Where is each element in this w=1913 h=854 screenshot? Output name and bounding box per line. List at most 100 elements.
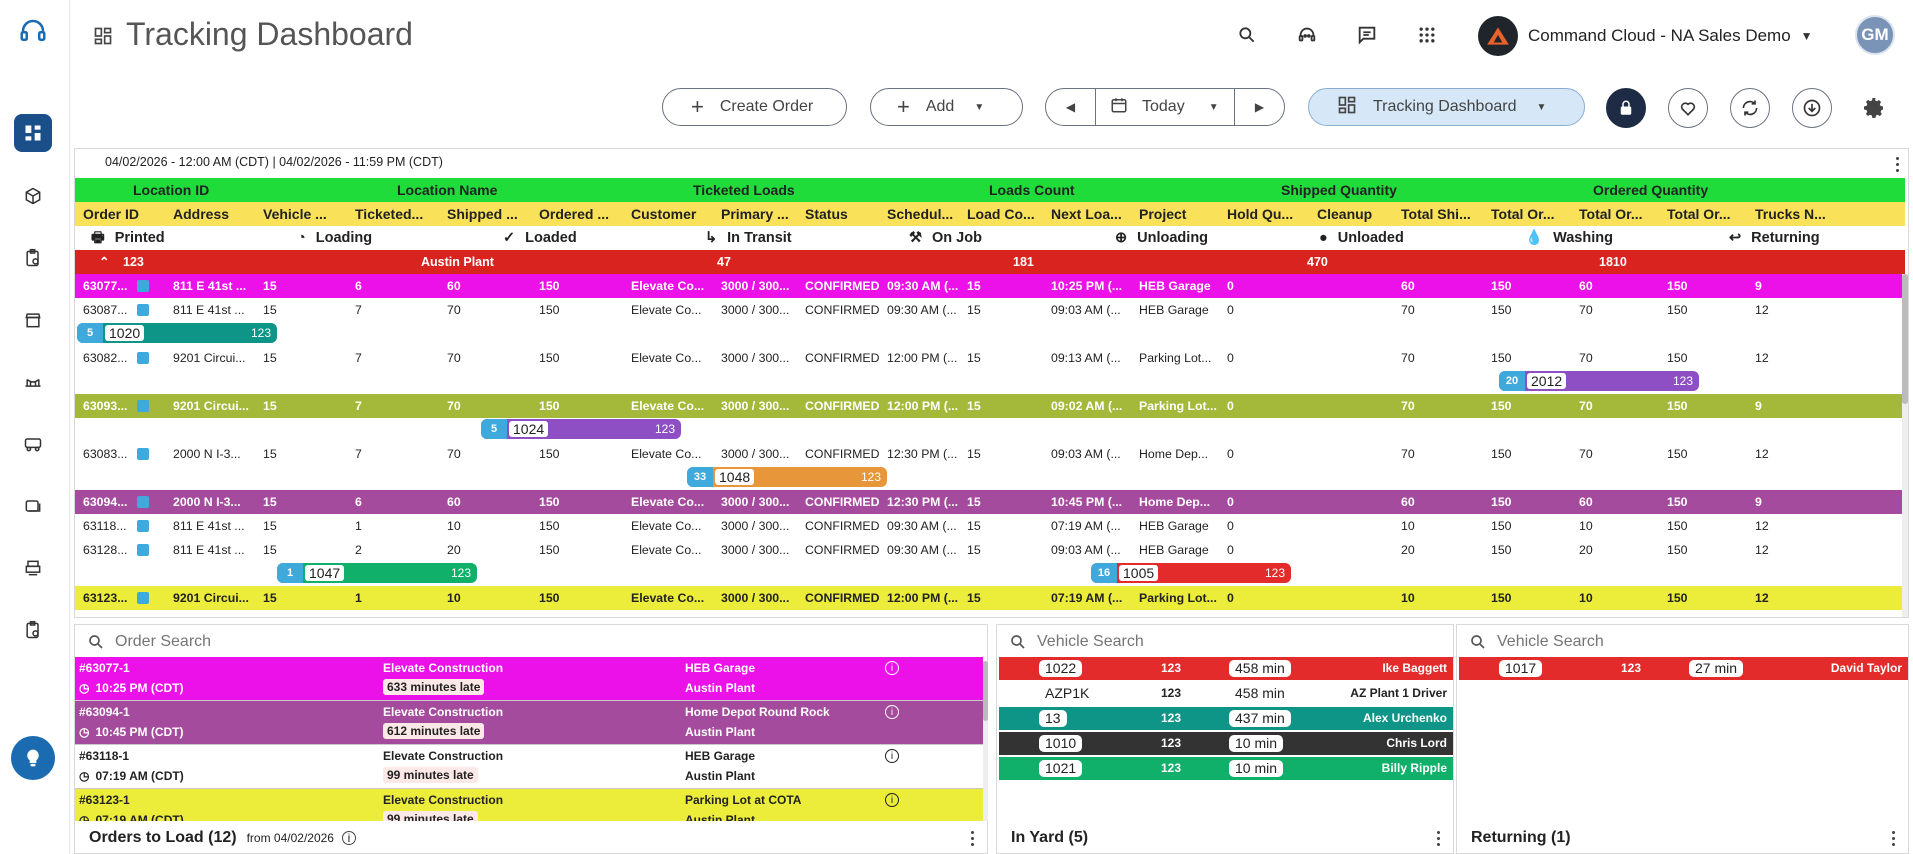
dashboard-nav-icon[interactable] — [14, 114, 52, 152]
group-header[interactable]: Location ID — [133, 182, 210, 198]
grid-menu-icon[interactable] — [1896, 157, 1900, 173]
ticket-doc-icon[interactable] — [137, 304, 149, 316]
vehicle-chip[interactable]: 5 1020 123 — [77, 323, 277, 343]
vehicle-chip[interactable]: 16 1005 123 — [1091, 563, 1291, 583]
prev-date-button[interactable]: ◀ — [1046, 89, 1096, 125]
vehicle-row[interactable]: AZP1K 123 458 min AZ Plant 1 Driver — [999, 682, 1453, 705]
store-nav-icon[interactable] — [14, 301, 52, 339]
printer-nav-icon[interactable] — [14, 549, 52, 587]
info-icon[interactable]: i — [885, 705, 899, 719]
info-icon[interactable]: i — [885, 661, 899, 675]
lightbulb-icon[interactable] — [11, 736, 55, 780]
column-header[interactable]: Order ID — [83, 206, 140, 222]
yard-search-input[interactable] — [1037, 633, 1337, 651]
column-header[interactable]: Load Co... — [967, 206, 1035, 222]
refresh-button[interactable] — [1730, 88, 1770, 128]
order-card[interactable]: #63094-1 ◷ 10:45 PM (CDT) Elevate Construct… — [75, 701, 983, 745]
order-card[interactable]: #63123-1 ◷ 07:19 AM (CDT) Elevate Construct… — [75, 789, 983, 821]
column-header[interactable]: Total Or... — [1667, 206, 1731, 222]
grid-scrollbar[interactable] — [1902, 274, 1908, 617]
orders-menu-icon[interactable] — [971, 831, 975, 847]
date-select[interactable]: Today — [1142, 98, 1185, 115]
returning-vehicle-search[interactable] — [1469, 633, 1797, 651]
vehicle-row[interactable]: 1021 123 10 min Billy Ripple — [999, 757, 1453, 780]
info-icon[interactable]: i — [885, 793, 899, 807]
info-icon[interactable]: i — [341, 831, 356, 845]
ticket-doc-icon[interactable] — [137, 544, 149, 556]
order-card[interactable]: #63118-1 ◷ 07:19 AM (CDT) Elevate Construct… — [75, 745, 983, 789]
returning-search-input[interactable] — [1497, 633, 1797, 651]
column-header[interactable]: Address — [173, 206, 230, 222]
yard-menu-icon[interactable] — [1437, 831, 1441, 847]
media-nav-icon[interactable] — [14, 487, 52, 525]
headset-logo-icon[interactable] — [14, 12, 52, 50]
group-header[interactable]: Loads Count — [989, 182, 1075, 198]
order-row[interactable]: 63118... 811 E 41st ... 15 1 10 150 Elevate Co… — [75, 514, 1905, 538]
favorite-button[interactable] — [1668, 88, 1708, 128]
column-header[interactable]: Primary ... — [721, 206, 789, 222]
ticket-doc-icon[interactable] — [137, 448, 149, 460]
collapse-chevron-icon[interactable]: ⌃ — [99, 255, 110, 269]
column-header[interactable]: Cleanup — [1317, 206, 1373, 222]
org-switcher[interactable]: Command Cloud - NA Sales Demo ▼ — [1478, 16, 1813, 56]
next-date-button[interactable]: ▶ — [1234, 89, 1284, 125]
column-header[interactable]: Total Or... — [1491, 206, 1555, 222]
avatar[interactable]: GM — [1855, 15, 1895, 55]
order-row[interactable]: 63077... 811 E 41st ... 15 6 60 150 Elevate Co… — [75, 274, 1905, 298]
order-row[interactable]: 63128... 811 E 41st ... 15 2 20 150 Elevate Co… — [75, 538, 1905, 562]
ticket-doc-icon[interactable] — [137, 520, 149, 532]
column-header[interactable]: Customer — [631, 206, 697, 222]
group-header[interactable]: Ticketed Loads — [693, 182, 795, 198]
add-button[interactable]: + Add ▼ — [870, 88, 1023, 126]
order-row[interactable]: 63082... 9201 Circui... 15 7 70 150 Elevate Co… — [75, 346, 1905, 370]
orders-scrollbar[interactable] — [983, 661, 988, 821]
group-header[interactable]: Ordered Quantity — [1593, 182, 1709, 198]
order-search[interactable] — [87, 633, 615, 651]
download-button[interactable] — [1792, 88, 1832, 128]
order-row[interactable]: 63123... 9201 Circui... 15 1 10 150 Elevate Co… — [75, 586, 1905, 610]
vehicle-chip[interactable]: 5 1024 123 — [481, 419, 681, 439]
column-header[interactable]: Next Loa... — [1051, 206, 1122, 222]
column-header[interactable]: Project — [1139, 206, 1187, 222]
ticket-doc-icon[interactable] — [137, 352, 149, 364]
column-header[interactable]: Trucks N... — [1755, 206, 1826, 222]
column-header[interactable]: Ticketed... — [355, 206, 424, 222]
vehicle-row[interactable]: 13 123 437 min Alex Urchenko — [999, 707, 1453, 730]
ticket-doc-icon[interactable] — [137, 496, 149, 508]
column-header[interactable]: Total Or... — [1579, 206, 1643, 222]
chat-icon[interactable] — [1354, 22, 1380, 48]
vehicle-chip[interactable]: 20 2012 123 — [1499, 371, 1699, 391]
order-card[interactable]: #63077-1 ◷ 10:25 PM (CDT) Elevate Construct… — [75, 657, 983, 701]
info-icon[interactable]: i — [885, 749, 899, 763]
vehicle-row[interactable]: 1022 123 458 min Ike Baggett — [999, 657, 1453, 680]
settings-gear-icon[interactable] — [1862, 96, 1886, 125]
order-row[interactable]: 63087... 811 E 41st ... 15 7 70 150 Elevate Co… — [75, 298, 1905, 322]
order-search-input[interactable] — [115, 633, 615, 651]
lock-button[interactable] — [1606, 88, 1646, 128]
column-header[interactable]: Ordered ... — [539, 206, 610, 222]
search-icon[interactable] — [1234, 22, 1260, 48]
column-header[interactable]: Total Shi... — [1401, 206, 1471, 222]
view-select[interactable]: Tracking Dashboard ▼ — [1308, 88, 1585, 126]
create-order-button[interactable]: + Create Order — [662, 88, 847, 126]
vehicle-chip[interactable]: 1 1047 123 — [277, 563, 477, 583]
plant-group-row[interactable]: ⌃ 123 Austin Plant 47 181 470 1810 — [75, 250, 1905, 274]
cube-nav-icon[interactable] — [14, 177, 52, 215]
column-header[interactable]: Schedul... — [887, 206, 954, 222]
clipboard-nav-icon[interactable] — [14, 611, 52, 649]
column-header[interactable]: Shipped ... — [447, 206, 518, 222]
column-header[interactable]: Status — [805, 206, 848, 222]
order-row[interactable]: 63093... 9201 Circui... 15 7 70 150 Elevate Co… — [75, 394, 1905, 418]
column-header[interactable]: Vehicle ... — [263, 206, 327, 222]
ticket-doc-icon[interactable] — [137, 400, 149, 412]
column-header[interactable]: Hold Qu... — [1227, 206, 1294, 222]
returning-menu-icon[interactable] — [1892, 831, 1896, 847]
support-agent-icon[interactable] — [1294, 22, 1320, 48]
truck-nav-icon[interactable] — [14, 425, 52, 463]
group-header[interactable]: Shipped Quantity — [1281, 182, 1397, 198]
yard-vehicle-search[interactable] — [1009, 633, 1337, 651]
order-row[interactable]: 63083... 2000 N I-3... 15 7 70 150 Elevate Co.… — [75, 442, 1905, 466]
order-row[interactable]: 63094... 2000 N I-3... 15 6 60 150 Elevate Co.… — [75, 490, 1905, 514]
clipboard-clock-nav-icon[interactable] — [14, 239, 52, 277]
bridge-nav-icon[interactable] — [14, 363, 52, 401]
